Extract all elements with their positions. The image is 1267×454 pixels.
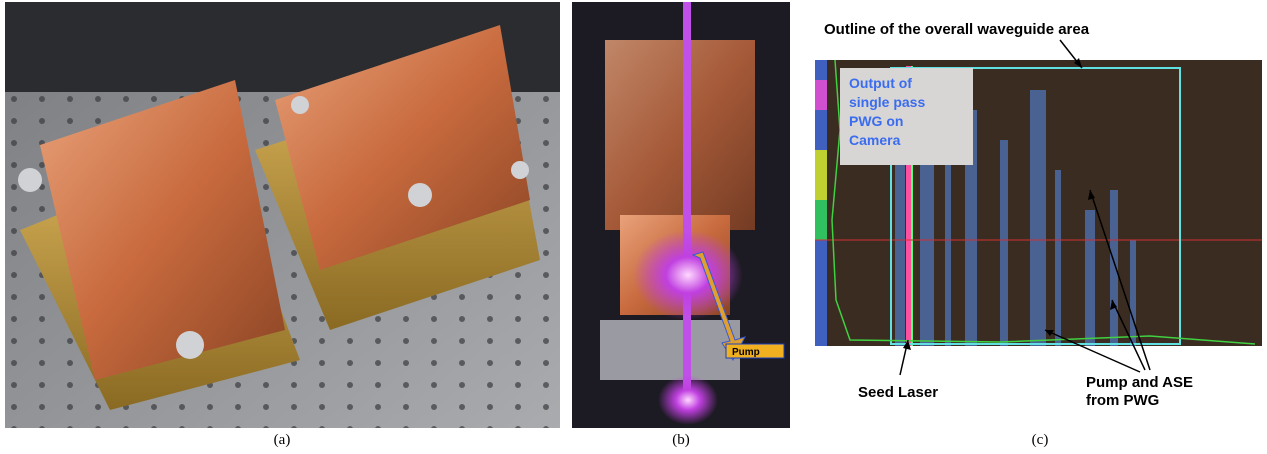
photo-a <box>5 2 560 428</box>
outline-label: Outline of the overall waveguide area <box>824 21 1090 38</box>
pump-ase-label: Pump and ASE from PWG <box>1086 374 1197 409</box>
caption: (c) <box>1032 432 1049 448</box>
seed-label: Seed Laser <box>858 384 938 401</box>
output-line: single pass <box>849 94 925 110</box>
arrows <box>899 39 1151 376</box>
pump-label: Pump <box>732 347 760 358</box>
output-line: Output of <box>849 75 912 91</box>
camera-image: Output of single pass PWG on Camera <box>815 59 1262 346</box>
output-line: Camera <box>849 132 901 148</box>
photo-b: Pump <box>572 2 790 428</box>
caption: (a) <box>274 432 291 448</box>
pump-ase-line: from PWG <box>1086 392 1159 409</box>
output-label: Output of single pass PWG on Camera <box>849 75 929 148</box>
arrowheads <box>903 58 1117 350</box>
caption: (b) <box>672 432 690 448</box>
output-line: PWG on <box>849 113 903 129</box>
pump-ase-line: Pump and ASE <box>1086 374 1193 391</box>
